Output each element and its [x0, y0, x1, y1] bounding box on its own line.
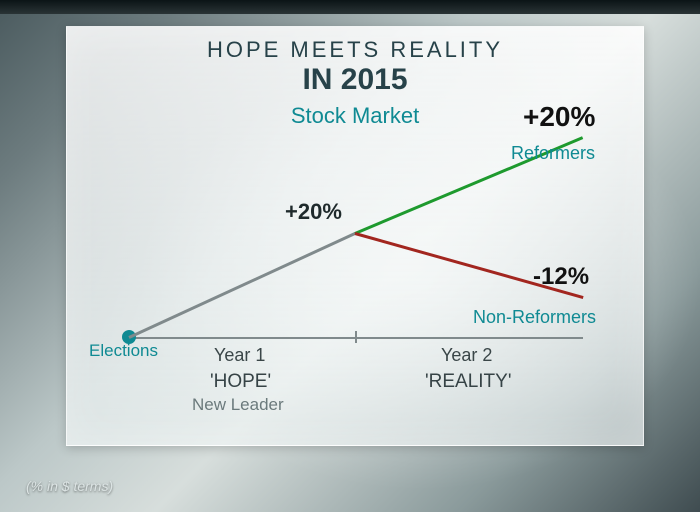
- label-new-leader: New Leader: [192, 395, 284, 415]
- title-line-2: IN 2015: [67, 63, 643, 97]
- label-nonreformers: Non-Reformers: [473, 307, 596, 328]
- label-elections: Elections: [89, 341, 158, 361]
- line-year1: [128, 232, 355, 339]
- label-nonreformers-value: -12%: [533, 263, 589, 291]
- chart-area: Elections +20% +20% Reformers -12% Non-R…: [103, 137, 613, 367]
- phase-hope: 'HOPE': [210, 371, 271, 393]
- axis-tick: [355, 331, 357, 343]
- stage: HOPE MEETS REALITY IN 2015 Stock Market …: [0, 0, 700, 512]
- phase-reality: 'REALITY': [425, 371, 511, 393]
- xaxis-year2: Year 2: [441, 345, 492, 366]
- top-border: [0, 0, 700, 14]
- footnote: (% in $ terms): [26, 478, 113, 494]
- title-line-1: HOPE MEETS REALITY: [67, 37, 643, 63]
- label-reformers: Reformers: [511, 143, 595, 164]
- xaxis-year1: Year 1: [214, 345, 265, 366]
- chart-panel: HOPE MEETS REALITY IN 2015 Stock Market …: [66, 26, 644, 446]
- label-mid-value: +20%: [285, 199, 342, 225]
- label-reformers-value: +20%: [523, 101, 595, 133]
